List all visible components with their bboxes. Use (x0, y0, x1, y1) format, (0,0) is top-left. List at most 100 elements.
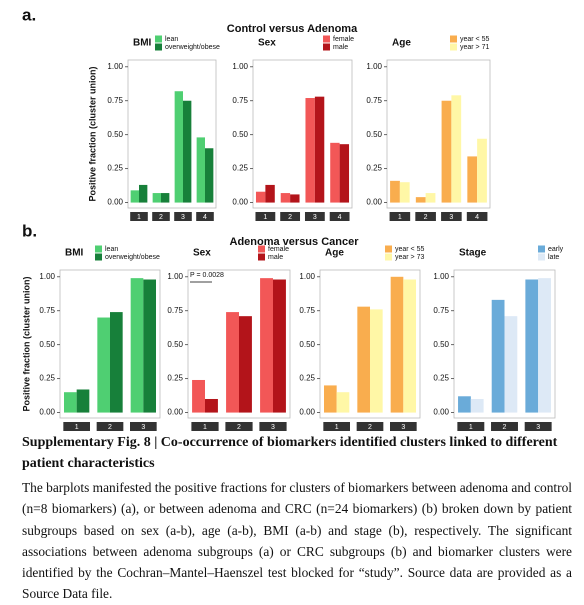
chart-title: Age (392, 38, 411, 49)
category-box (524, 422, 552, 431)
bar (161, 193, 170, 203)
legend-swatch (538, 245, 545, 253)
x-tick-label: 3 (271, 424, 275, 431)
category-box (225, 422, 253, 431)
legend-label: year > 71 (460, 44, 489, 51)
y-tick-label: 0.50 (39, 340, 55, 349)
category-box (130, 422, 157, 431)
y-tick-label: 0.75 (299, 306, 315, 315)
x-tick-label: 2 (159, 214, 163, 221)
bar (76, 389, 90, 413)
category-box (63, 422, 90, 431)
legend-label: year < 55 (395, 246, 424, 253)
category-box (356, 422, 384, 431)
y-tick-label: 0.50 (433, 340, 449, 349)
bar (415, 197, 426, 203)
y-tick-label: 1.00 (39, 272, 55, 281)
legend-label: early (548, 246, 564, 253)
plot-frame (386, 59, 491, 209)
legend-label: overweight/obese (105, 254, 160, 261)
bar (458, 396, 471, 413)
legend-label: female (333, 36, 354, 43)
bar (152, 193, 161, 203)
bar (336, 392, 350, 413)
bar (255, 191, 266, 203)
bar (192, 379, 205, 413)
bar (305, 98, 315, 203)
x-tick-label: 2 (288, 214, 292, 221)
bar (174, 91, 183, 203)
bar (425, 193, 436, 203)
y-tick-label: 1.00 (107, 62, 123, 71)
y-tick-label: 0.50 (299, 340, 315, 349)
bar (97, 317, 110, 413)
panel-label: a. (22, 5, 36, 24)
legend-label: late (548, 254, 559, 261)
category-box (441, 212, 462, 221)
bar (64, 392, 77, 413)
caption-title: Supplementary Fig. 8 | Co-occurrence of … (22, 435, 558, 471)
x-tick-label: 1 (137, 214, 141, 221)
x-tick-label: 1 (263, 214, 267, 221)
y-tick-label: 1.00 (167, 272, 183, 281)
bar (130, 190, 139, 203)
y-tick-label: 0.00 (299, 408, 315, 417)
chart-title: Stage (459, 248, 487, 259)
y-tick-label: 0.25 (39, 374, 55, 383)
y-tick-label: 1.00 (232, 62, 248, 71)
y-tick-label: 0.00 (232, 198, 248, 207)
category-box (259, 422, 287, 431)
x-tick-label: 1 (398, 214, 402, 221)
panel-label: b. (22, 221, 37, 240)
bar (451, 95, 462, 203)
x-tick-label: 3 (401, 424, 405, 431)
y-tick-label: 1.00 (299, 272, 315, 281)
y-tick-label: 0.50 (232, 130, 248, 139)
category-box (466, 212, 488, 221)
bar (370, 309, 383, 413)
category-box (457, 422, 485, 431)
y-tick-label: 0.75 (39, 306, 55, 315)
legend-swatch (450, 35, 457, 43)
plot-frame (453, 269, 556, 419)
plot-frame (127, 59, 217, 209)
x-tick-label: 1 (469, 424, 473, 431)
category-box (304, 212, 325, 221)
bar (390, 180, 400, 203)
category-box (415, 212, 436, 221)
legend-swatch (323, 43, 330, 51)
bar (403, 279, 416, 413)
category-box (174, 212, 192, 221)
bar (491, 299, 505, 413)
legend-label: male (268, 254, 283, 261)
y-tick-label: 0.25 (366, 164, 382, 173)
x-tick-label: 2 (368, 424, 372, 431)
plot-frame (187, 269, 291, 419)
bar (226, 312, 239, 413)
category-box (280, 212, 301, 221)
category-box (390, 422, 417, 431)
caption-body: The barplots manifested the positive fra… (22, 480, 572, 602)
x-tick-label: 3 (181, 214, 185, 221)
y-tick-label: 1.00 (433, 272, 449, 281)
legend-swatch (323, 35, 330, 43)
bar (399, 182, 410, 203)
bar (324, 385, 337, 413)
bar (130, 278, 144, 413)
legend-label: lean (105, 246, 118, 253)
legend-label: lean (165, 36, 178, 43)
bar (390, 276, 404, 413)
category-box (191, 422, 219, 431)
y-tick-label: 0.50 (107, 130, 123, 139)
bar (273, 279, 286, 413)
chart-title: BMI (133, 38, 152, 49)
bar (467, 156, 478, 203)
legend-swatch (258, 253, 265, 261)
bar (205, 148, 214, 203)
x-tick-label: 1 (335, 424, 339, 431)
y-tick-label: 1.00 (366, 62, 382, 71)
legend-label: female (268, 246, 289, 253)
y-axis-label: Positive fraction (cluster union) (21, 276, 31, 411)
legend-label: overweight/obese (165, 44, 220, 51)
